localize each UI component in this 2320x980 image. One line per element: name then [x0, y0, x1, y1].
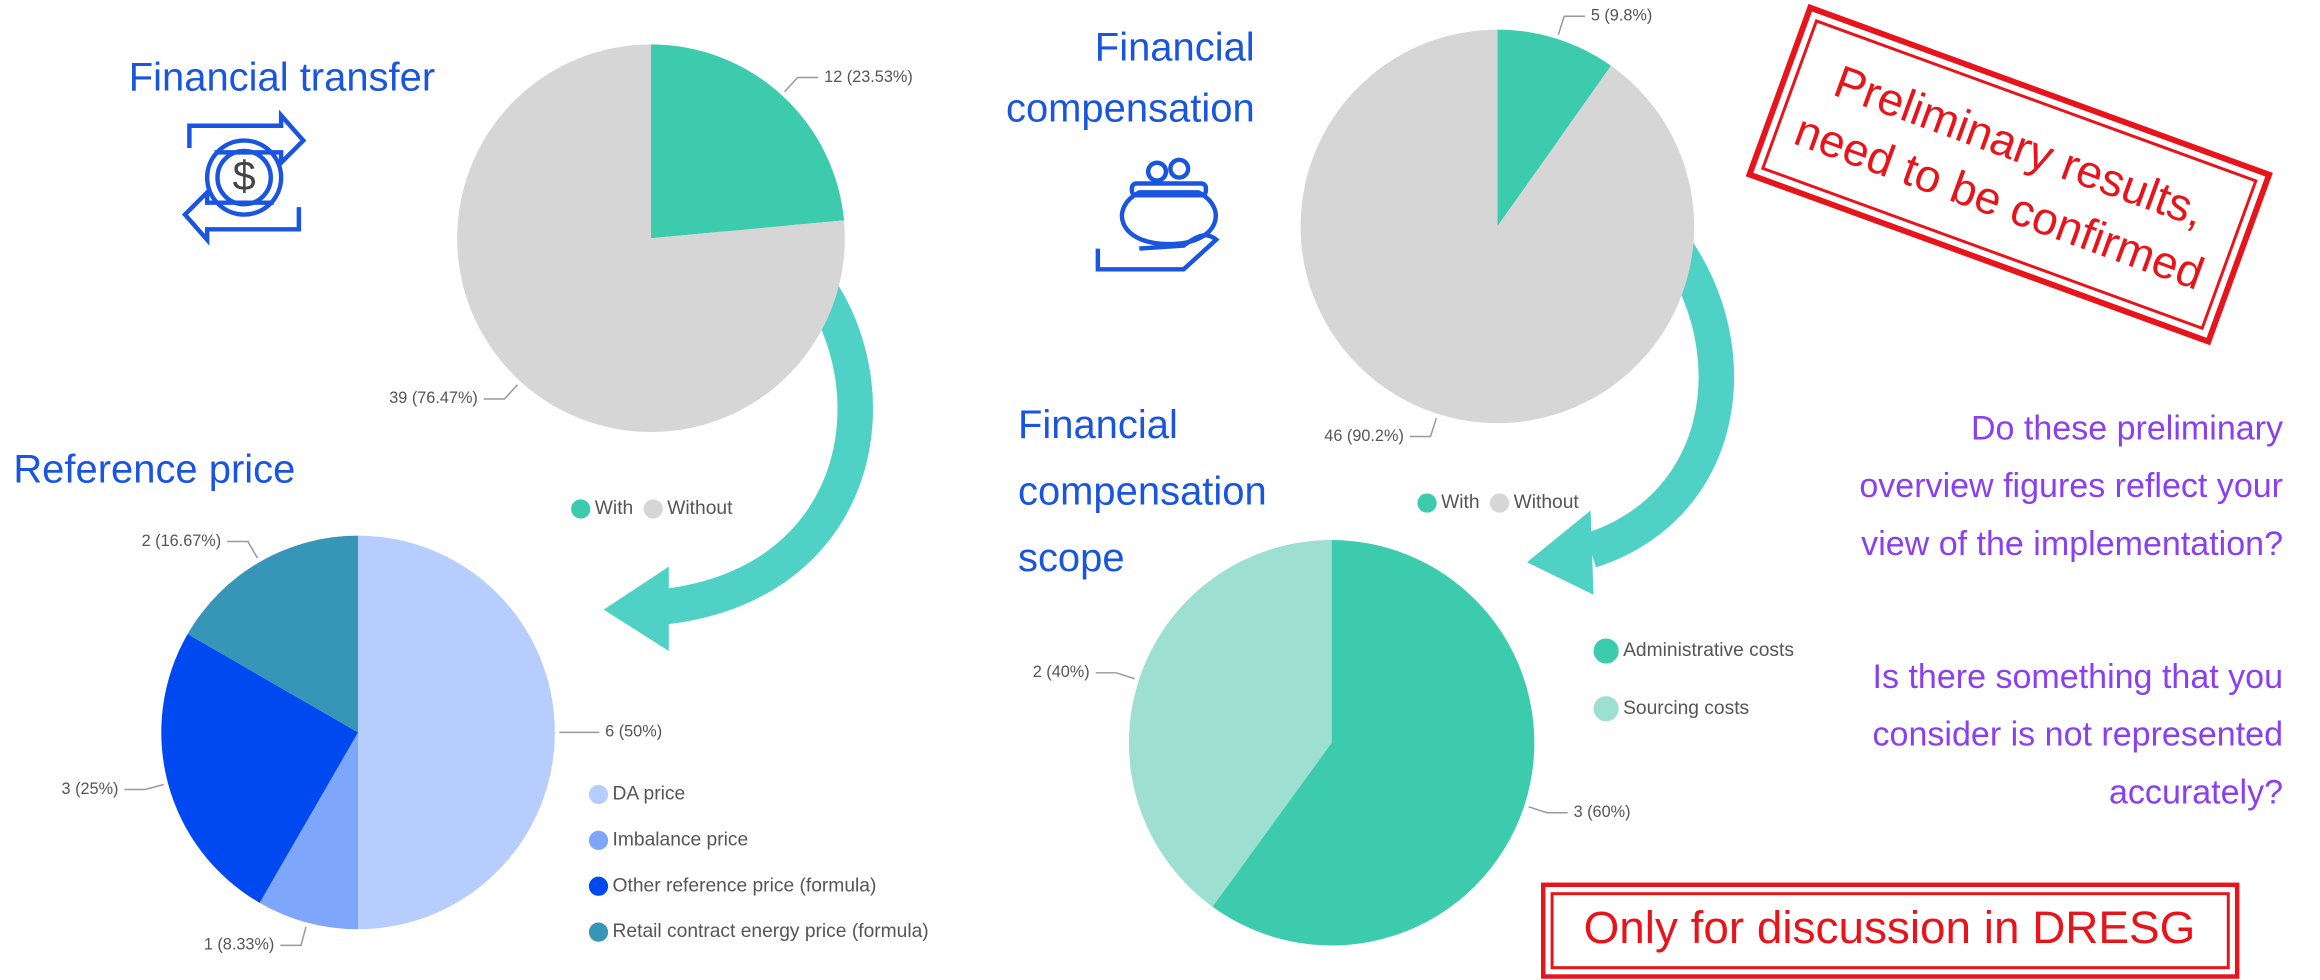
legend-swatch	[1489, 493, 1510, 513]
legend-label: DA price	[613, 784, 686, 805]
pie-slice	[457, 44, 845, 433]
legend-swatch	[643, 499, 663, 519]
leader-line	[1557, 15, 1585, 35]
legend-swatch	[571, 499, 591, 519]
value-label: 12 (23.53%)	[824, 68, 913, 86]
value-label: 3 (25%)	[62, 780, 119, 798]
legend-label: Without	[1514, 492, 1580, 513]
legend-label: Administrative costs	[1623, 640, 1794, 661]
legend-label: Sourcing costs	[1623, 698, 1749, 719]
svg-text:$: $	[233, 153, 256, 199]
legend-label: With	[595, 498, 633, 519]
value-label: 3 (60%)	[1574, 803, 1631, 821]
legend-swatch	[1593, 696, 1619, 722]
question: Is there something that you consider is …	[1872, 656, 2284, 811]
pie-slice	[259, 732, 359, 930]
leader-line	[1409, 417, 1438, 438]
legend-swatch	[588, 922, 609, 942]
transfer-icon: $	[181, 109, 307, 246]
pie-slice	[187, 535, 359, 733]
value-label: 39 (76.47%)	[389, 389, 478, 407]
leader-line	[280, 926, 307, 947]
legend-label: Retail contract energy price (formula)	[613, 921, 929, 942]
footer: Only for discussion in DRESG	[1584, 901, 2196, 953]
chart-title: Financial compensation scope	[1017, 402, 1267, 581]
pie-slice	[1212, 540, 1535, 946]
legend-label: With	[1441, 492, 1479, 513]
chart-title: Reference price	[13, 446, 296, 492]
value-label: 2 (16.67%)	[142, 532, 222, 550]
value-label: 6 (50%)	[605, 723, 662, 741]
pie-slice	[1300, 29, 1695, 424]
pie-slice	[161, 634, 359, 903]
legend-label: Without	[667, 498, 733, 519]
leader-line	[1528, 806, 1568, 814]
chart-title: Financial transfer	[128, 54, 436, 100]
value-label: 2 (40%)	[1033, 663, 1090, 681]
leader-line	[1095, 672, 1135, 680]
stamp: Preliminary results, need to be confirme…	[1745, 3, 2273, 346]
legend-swatch	[1593, 638, 1619, 664]
leader-line	[227, 540, 259, 559]
pie-slice	[1497, 29, 1612, 227]
pie-slice	[1128, 540, 1332, 907]
legend-swatch	[588, 830, 609, 851]
legend-label: Other reference price (formula)	[613, 875, 877, 896]
leader-line	[483, 384, 518, 400]
leader-line	[784, 76, 819, 93]
value-label: 1 (8.33%)	[204, 936, 275, 954]
legend-swatch	[588, 784, 609, 805]
value-label: 5 (9.8%)	[1591, 7, 1652, 25]
leader-line	[124, 783, 164, 791]
question: Do these preliminary overview figures re…	[1859, 408, 2284, 563]
chart-title: Financial compensation	[1005, 25, 1255, 131]
legend-swatch	[1417, 493, 1437, 513]
compensation-icon	[1095, 157, 1220, 272]
legend-swatch	[588, 876, 609, 896]
pie-slice	[651, 44, 845, 239]
value-label: 46 (90.2%)	[1324, 427, 1404, 445]
pie-slice	[358, 535, 555, 930]
footer-box: Only for discussion in DRESG	[1541, 882, 2240, 979]
legend-label: Imbalance price	[613, 829, 749, 850]
